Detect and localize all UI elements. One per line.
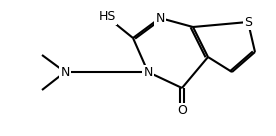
Text: N: N [155,12,165,24]
Text: N: N [143,66,153,78]
Text: HS: HS [98,10,116,24]
Text: N: N [60,66,70,78]
Text: O: O [177,103,187,117]
Text: S: S [244,16,252,29]
